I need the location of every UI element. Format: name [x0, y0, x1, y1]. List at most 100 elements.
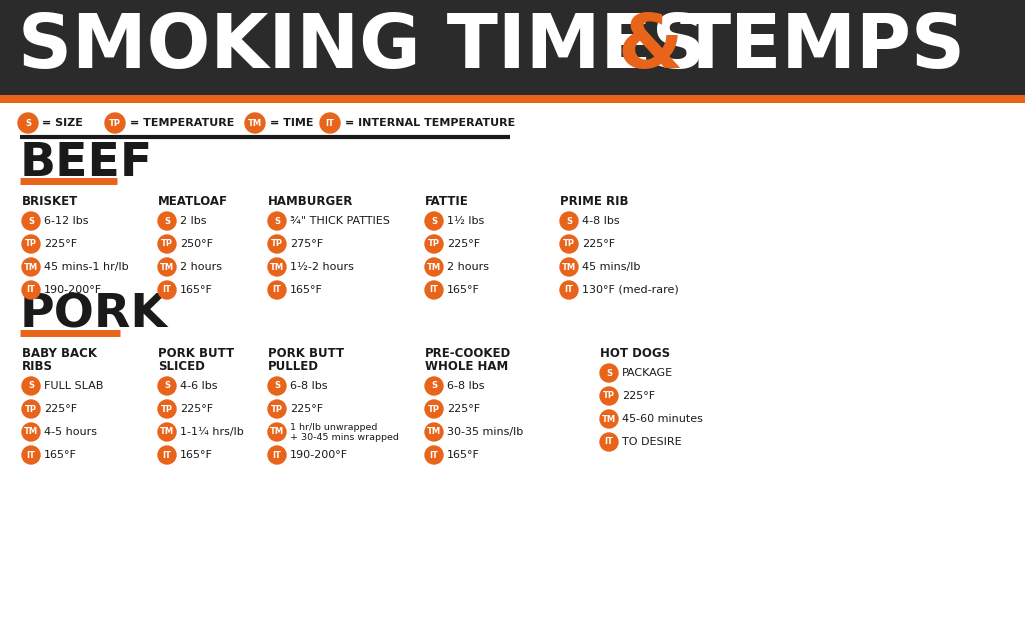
- Circle shape: [270, 214, 285, 229]
- Circle shape: [425, 377, 443, 395]
- Text: TP: TP: [271, 404, 283, 414]
- Circle shape: [425, 258, 443, 276]
- Text: = SIZE: = SIZE: [42, 118, 83, 128]
- Text: PRE-COOKED: PRE-COOKED: [425, 347, 511, 360]
- Text: 190-200°F: 190-200°F: [290, 450, 349, 460]
- Text: PULLED: PULLED: [268, 360, 319, 373]
- FancyBboxPatch shape: [0, 0, 1025, 95]
- Circle shape: [426, 282, 442, 298]
- Text: IT: IT: [27, 451, 36, 459]
- Circle shape: [270, 282, 285, 298]
- Circle shape: [24, 379, 39, 394]
- Text: TM: TM: [248, 119, 262, 127]
- Text: TP: TP: [603, 391, 615, 401]
- Text: TM: TM: [160, 428, 174, 436]
- Text: S: S: [25, 119, 31, 127]
- Text: 190-200°F: 190-200°F: [44, 285, 102, 295]
- Circle shape: [22, 235, 40, 253]
- Circle shape: [24, 401, 39, 416]
- Circle shape: [160, 448, 174, 462]
- Text: 225°F: 225°F: [582, 239, 615, 249]
- Circle shape: [270, 259, 285, 274]
- Circle shape: [426, 214, 442, 229]
- Text: 250°F: 250°F: [180, 239, 213, 249]
- Circle shape: [270, 236, 285, 251]
- Circle shape: [600, 364, 618, 382]
- Circle shape: [320, 113, 340, 133]
- Circle shape: [270, 448, 285, 462]
- Text: 2 hours: 2 hours: [447, 262, 489, 272]
- Circle shape: [268, 446, 286, 464]
- Circle shape: [600, 433, 618, 451]
- Text: IT: IT: [163, 451, 171, 459]
- Text: 6-8 lbs: 6-8 lbs: [447, 381, 485, 391]
- Circle shape: [107, 114, 123, 131]
- Circle shape: [22, 446, 40, 464]
- Text: HOT DOGS: HOT DOGS: [600, 347, 670, 360]
- Text: TM: TM: [562, 262, 576, 271]
- Circle shape: [268, 377, 286, 395]
- Circle shape: [18, 113, 38, 133]
- Text: S: S: [164, 381, 170, 391]
- Circle shape: [105, 113, 125, 133]
- Circle shape: [562, 282, 576, 298]
- Text: S: S: [28, 381, 34, 391]
- Circle shape: [602, 389, 616, 404]
- Circle shape: [425, 235, 443, 253]
- Text: 4-8 lbs: 4-8 lbs: [582, 216, 620, 226]
- Text: 275°F: 275°F: [290, 239, 323, 249]
- Text: 4-6 lbs: 4-6 lbs: [180, 381, 217, 391]
- Text: TP: TP: [563, 239, 575, 249]
- Text: TM: TM: [602, 414, 616, 424]
- Circle shape: [600, 387, 618, 405]
- Text: PACKAGE: PACKAGE: [622, 368, 673, 378]
- Text: 225°F: 225°F: [44, 404, 77, 414]
- Text: 2 lbs: 2 lbs: [180, 216, 206, 226]
- Text: RIBS: RIBS: [22, 360, 53, 373]
- Circle shape: [24, 214, 39, 229]
- Text: = TEMPERATURE: = TEMPERATURE: [130, 118, 235, 128]
- Text: PRIME RIB: PRIME RIB: [560, 195, 628, 208]
- Text: TM: TM: [160, 262, 174, 271]
- Circle shape: [600, 410, 618, 428]
- Text: TM: TM: [427, 428, 441, 436]
- Text: 165°F: 165°F: [290, 285, 323, 295]
- Text: 45-60 minutes: 45-60 minutes: [622, 414, 703, 424]
- Circle shape: [160, 214, 174, 229]
- Text: 1 hr/lb unwrapped: 1 hr/lb unwrapped: [290, 422, 377, 431]
- Text: 225°F: 225°F: [622, 391, 655, 401]
- Circle shape: [245, 113, 265, 133]
- Circle shape: [322, 114, 338, 131]
- Text: 225°F: 225°F: [447, 404, 480, 414]
- Circle shape: [22, 212, 40, 230]
- Circle shape: [160, 236, 174, 251]
- Circle shape: [425, 281, 443, 299]
- Text: ¾" THICK PATTIES: ¾" THICK PATTIES: [290, 216, 390, 226]
- Text: TP: TP: [271, 239, 283, 249]
- Text: TP: TP: [25, 404, 37, 414]
- Text: TM: TM: [427, 262, 441, 271]
- Text: BRISKET: BRISKET: [22, 195, 78, 208]
- Text: 130°F (med-rare): 130°F (med-rare): [582, 285, 679, 295]
- Text: IT: IT: [27, 286, 36, 294]
- Circle shape: [158, 423, 176, 441]
- Text: TP: TP: [109, 119, 121, 127]
- Circle shape: [22, 377, 40, 395]
- Text: 30-35 mins/lb: 30-35 mins/lb: [447, 427, 523, 437]
- Text: IT: IT: [429, 451, 439, 459]
- Text: TP: TP: [25, 239, 37, 249]
- Text: MEATLOAF: MEATLOAF: [158, 195, 228, 208]
- Text: 45 mins/lb: 45 mins/lb: [582, 262, 641, 272]
- Text: S: S: [606, 369, 612, 378]
- Text: BABY BACK: BABY BACK: [22, 347, 97, 360]
- Circle shape: [22, 281, 40, 299]
- Text: = INTERNAL TEMPERATURE: = INTERNAL TEMPERATURE: [345, 118, 516, 128]
- Text: TEMPS: TEMPS: [680, 11, 966, 84]
- Text: 2 hours: 2 hours: [180, 262, 222, 272]
- Text: TM: TM: [270, 262, 284, 271]
- Circle shape: [270, 424, 285, 439]
- Text: IT: IT: [163, 286, 171, 294]
- Circle shape: [160, 282, 174, 298]
- Text: TM: TM: [270, 428, 284, 436]
- Circle shape: [270, 401, 285, 416]
